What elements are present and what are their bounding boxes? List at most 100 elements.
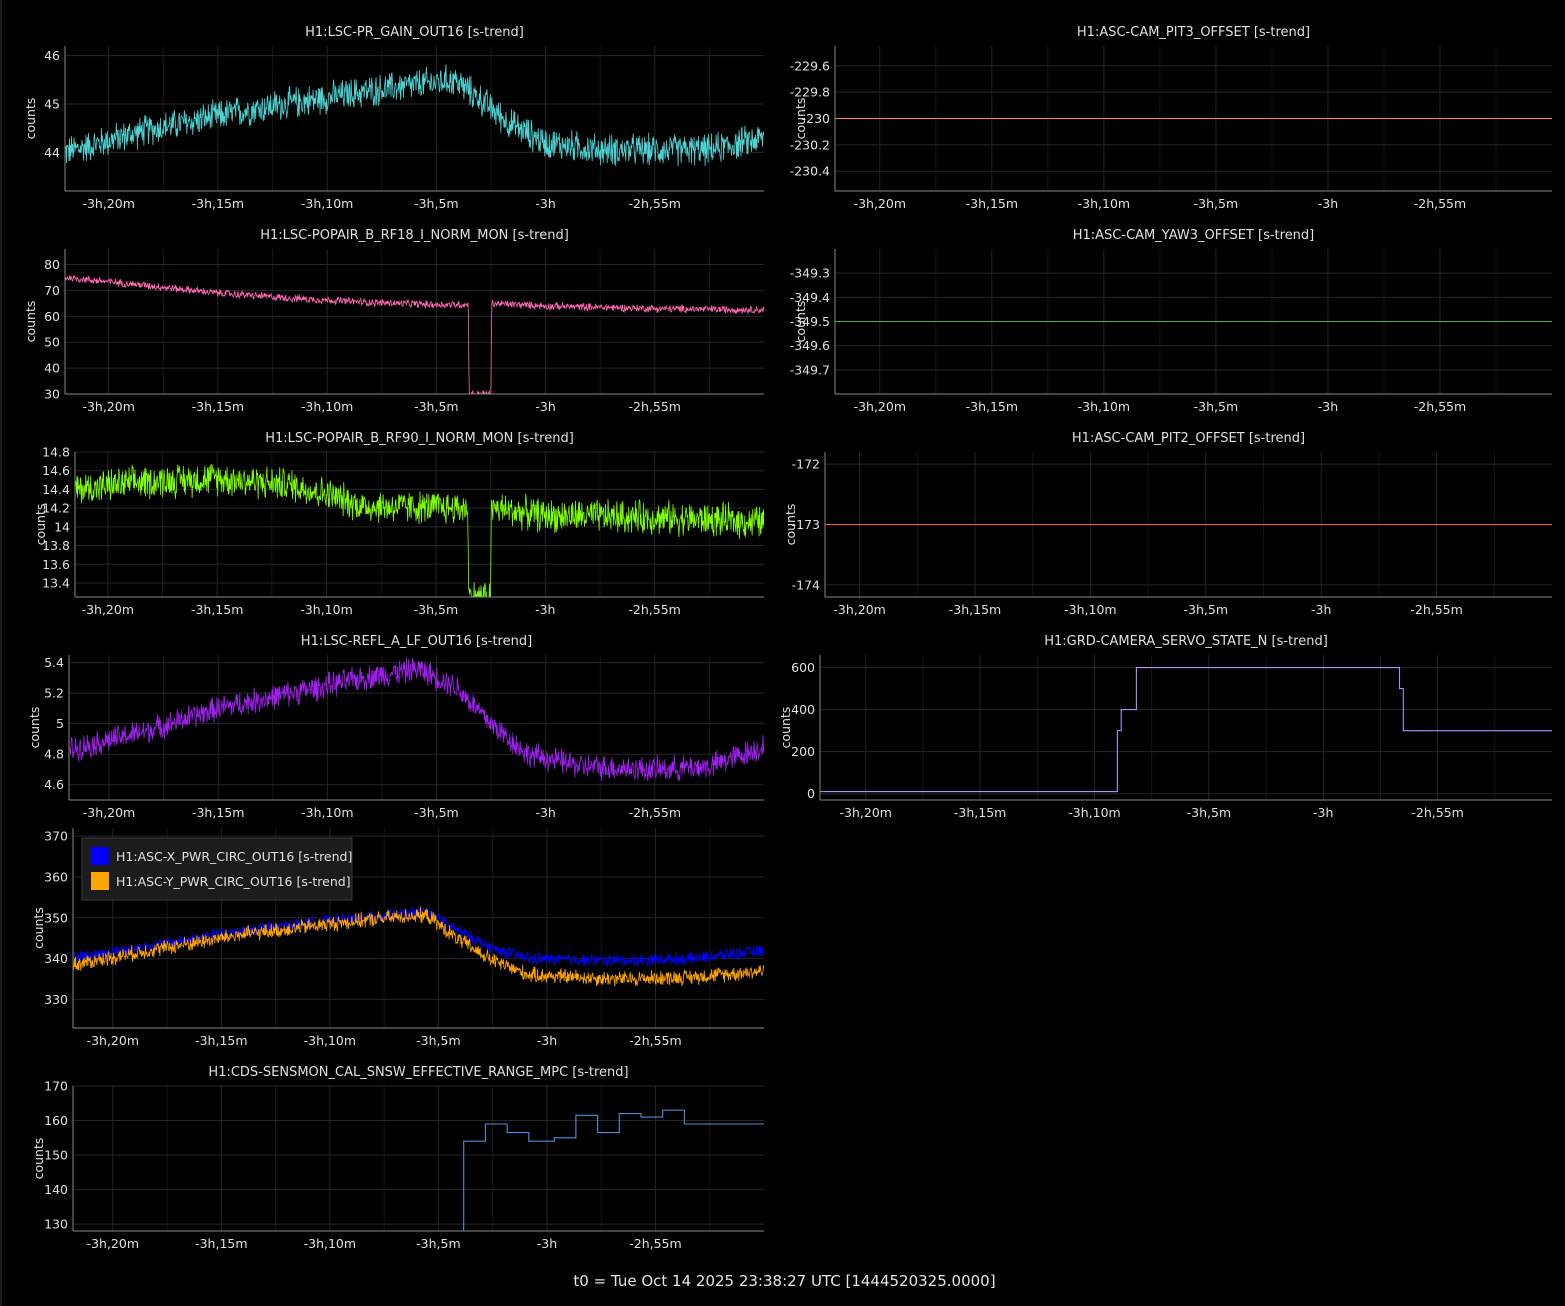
y-tick-label: -349.6 xyxy=(790,338,830,353)
x-tick-label: -3h,10m xyxy=(1078,196,1130,211)
legend-swatch xyxy=(91,872,109,890)
chart-title: H1:LSC-PR_GAIN_OUT16 [s-trend] xyxy=(305,25,524,40)
x-tick-label: -3h,20m xyxy=(82,602,134,617)
x-tick-label: -2h,55m xyxy=(1411,805,1463,820)
y-axis-label: counts xyxy=(793,301,808,343)
y-tick-label: -173 xyxy=(792,517,820,532)
y-tick-label: -230 xyxy=(802,111,830,126)
series-line-2 xyxy=(73,906,764,987)
x-tick-label: -3h,20m xyxy=(83,805,135,820)
x-tick-label: -3h,10m xyxy=(1068,805,1120,820)
chart-9: 330 340 350 360 370 -3h,20m -3h,15m -3h,10m -3h,… xyxy=(31,828,764,1048)
x-tick-label: -3h xyxy=(537,1033,557,1048)
y-tick-label: -230.4 xyxy=(790,164,830,179)
y-tick-label: 170 xyxy=(44,1079,68,1094)
y-tick-label: 45 xyxy=(44,97,60,112)
y-axis-label: counts xyxy=(778,707,793,749)
x-tick-label: -3h,15m xyxy=(191,602,243,617)
y-axis-label: counts xyxy=(31,1138,46,1180)
x-tick-label: -3h,5m xyxy=(416,1236,461,1251)
x-tick-label: -3h,15m xyxy=(195,1236,247,1251)
legend-swatch xyxy=(91,847,109,865)
x-tick-label: -3h,20m xyxy=(854,399,906,414)
legend-label: H1:ASC-X_PWR_CIRC_OUT16 [s-trend] xyxy=(116,849,352,864)
y-tick-label: -349.3 xyxy=(790,266,830,281)
y-tick-label: 5 xyxy=(56,716,64,731)
x-tick-label: -3h,15m xyxy=(192,196,244,211)
x-tick-label: -3h,10m xyxy=(304,1033,356,1048)
x-tick-label: -2h,55m xyxy=(1410,602,1462,617)
y-tick-label: 150 xyxy=(44,1148,68,1163)
x-tick-label: -3h,10m xyxy=(1064,602,1116,617)
x-tick-label: -3h,15m xyxy=(192,805,244,820)
x-tick-label: -3h,5m xyxy=(1184,602,1229,617)
y-tick-label: 13.6 xyxy=(42,557,70,572)
chart-grid xyxy=(73,828,764,1028)
y-tick-label: 140 xyxy=(44,1182,68,1197)
x-tick-label: -2h,55m xyxy=(629,1033,681,1048)
x-tick-label: -3h xyxy=(535,399,555,414)
x-tick-label: -3h,20m xyxy=(82,196,134,211)
series-line-1 xyxy=(65,64,764,167)
series-line-1 xyxy=(463,1109,764,1231)
y-tick-label: 160 xyxy=(44,1113,68,1128)
chart-3: H1:LSC-POPAIR_B_RF18_I_NORM_MON [s-trend… xyxy=(23,228,764,414)
x-tick-label: -3h,5m xyxy=(1187,805,1232,820)
chart-title: H1:CDS-SENSMON_CAL_SNSW_EFFECTIVE_RANGE_… xyxy=(208,1065,628,1080)
y-tick-label: -229.6 xyxy=(790,58,830,73)
chart-title: H1:ASC-CAM_PIT3_OFFSET [s-trend] xyxy=(1077,25,1310,40)
y-axis-label: counts xyxy=(23,98,38,140)
chart-grid xyxy=(69,655,764,800)
chart-2: H1:ASC-CAM_PIT3_OFFSET [s-trend] -229.6 -2… xyxy=(790,25,1552,211)
y-tick-label: 5.4 xyxy=(44,655,64,670)
y-axis-label: counts xyxy=(793,98,808,140)
chart-grid xyxy=(820,655,1552,800)
x-tick-label: -3h,5m xyxy=(414,602,459,617)
y-tick-label: 30 xyxy=(44,387,60,402)
chart-5: H1:LSC-POPAIR_B_RF90_I_NORM_MON [s-trend… xyxy=(33,431,764,617)
chart-title: H1:LSC-POPAIR_B_RF18_I_NORM_MON [s-trend… xyxy=(260,228,569,243)
y-tick-label: 400 xyxy=(791,702,815,717)
x-tick-label: -2h,55m xyxy=(1414,399,1466,414)
chart-title: H1:GRD-CAMERA_SERVO_STATE_N [s-trend] xyxy=(1044,634,1328,649)
x-tick-label: -3h xyxy=(535,196,555,211)
legend-box xyxy=(81,837,353,901)
chart-title: H1:LSC-POPAIR_B_RF90_I_NORM_MON [s-trend… xyxy=(265,431,574,446)
chart-title: H1:LSC-REFL_A_LF_OUT16 [s-trend] xyxy=(301,634,532,649)
y-tick-label: 5.2 xyxy=(44,686,64,701)
chart-title: H1:ASC-CAM_YAW3_OFFSET [s-trend] xyxy=(1073,228,1315,243)
x-tick-label: -2h,55m xyxy=(629,399,681,414)
x-tick-label: -3h,15m xyxy=(195,1033,247,1048)
y-axis-label: counts xyxy=(31,907,46,949)
y-tick-label: 50 xyxy=(44,335,60,350)
y-tick-label: 370 xyxy=(44,829,68,844)
x-tick-label: -3h xyxy=(537,1236,557,1251)
x-tick-label: -3h,5m xyxy=(416,1033,461,1048)
y-tick-label: -229.8 xyxy=(790,85,830,100)
y-tick-label: 14 xyxy=(54,519,70,534)
chart-10: H1:CDS-SENSMON_CAL_SNSW_EFFECTIVE_RANGE_… xyxy=(31,1065,764,1251)
x-tick-label: -3h,10m xyxy=(300,602,352,617)
y-tick-label: 4.6 xyxy=(44,777,64,792)
y-tick-label: 14.6 xyxy=(42,463,70,478)
x-tick-label: -3h,20m xyxy=(833,602,885,617)
y-tick-label: -174 xyxy=(792,577,820,592)
y-tick-label: -349.7 xyxy=(790,362,830,377)
x-tick-label: -3h,10m xyxy=(301,399,353,414)
y-tick-label: 600 xyxy=(791,660,815,675)
y-tick-label: 360 xyxy=(44,869,68,884)
x-tick-label: -3h,5m xyxy=(1194,399,1239,414)
chart-8: H1:GRD-CAMERA_SERVO_STATE_N [s-trend] 0 20… xyxy=(778,634,1552,820)
x-tick-label: -3h,5m xyxy=(414,399,459,414)
chart-grid xyxy=(73,1085,764,1231)
x-tick-label: -3h,5m xyxy=(1194,196,1239,211)
y-tick-label: 14.8 xyxy=(42,445,70,460)
x-tick-label: -3h,20m xyxy=(87,1033,139,1048)
y-axis-label: counts xyxy=(23,301,38,343)
legend-label: H1:ASC-Y_PWR_CIRC_OUT16 [s-trend] xyxy=(116,874,351,889)
x-tick-label: -3h,5m xyxy=(414,805,459,820)
y-tick-label: -172 xyxy=(792,457,820,472)
x-tick-label: -3h,15m xyxy=(966,399,1018,414)
x-tick-label: -3h,15m xyxy=(954,805,1006,820)
